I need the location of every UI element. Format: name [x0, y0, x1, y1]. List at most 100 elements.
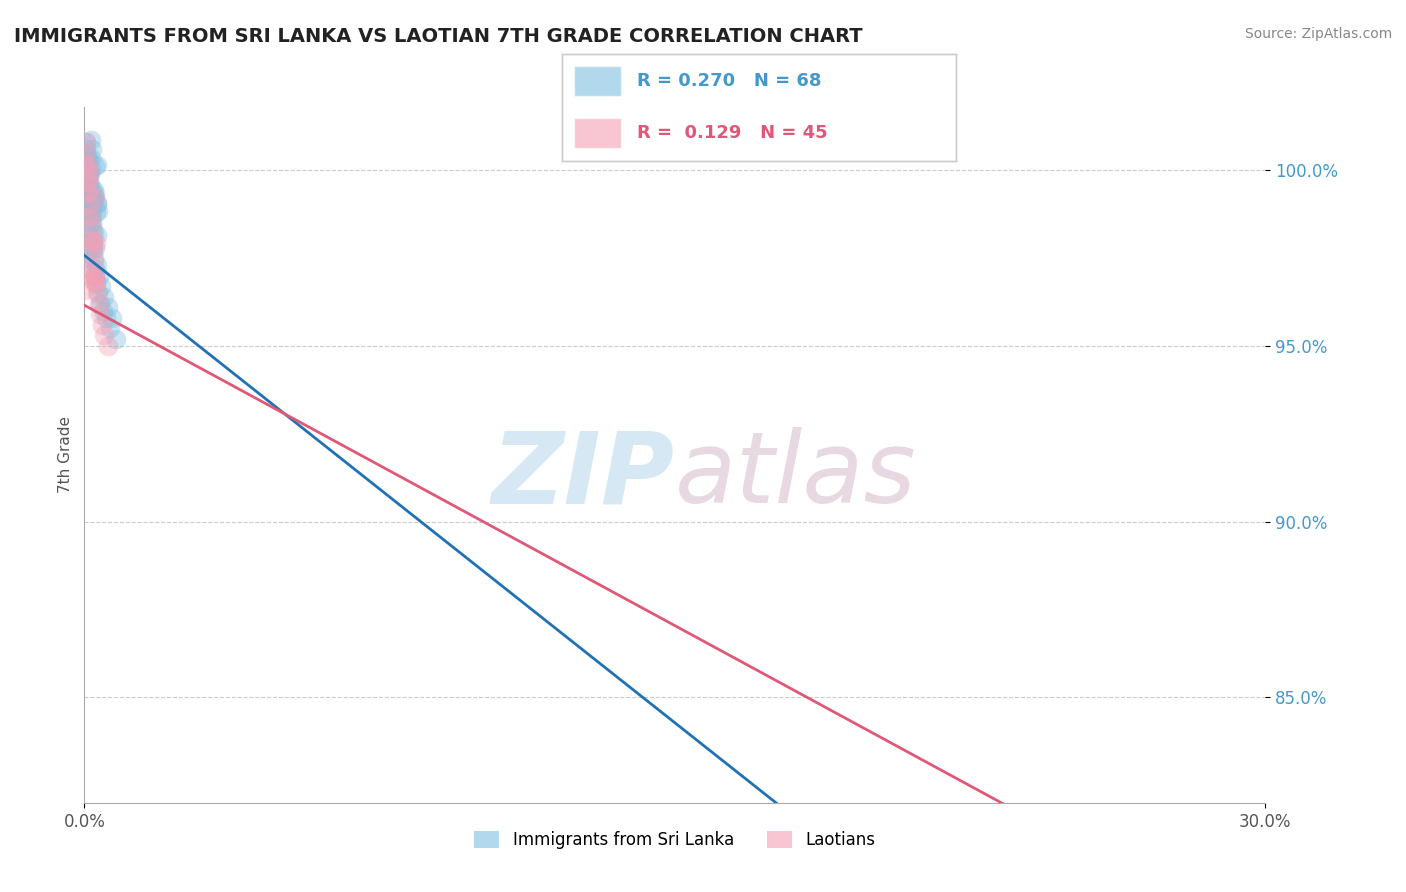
Point [77, 174, 100, 188]
Point [75, 145, 97, 160]
Point [79, 268, 101, 282]
Point [91, 318, 114, 332]
Point [87, 203, 110, 218]
Point [80, 161, 103, 175]
Point [73, 283, 96, 297]
Point [76, 186, 98, 201]
Point [79, 232, 101, 246]
Point [94, 310, 117, 325]
Point [80, 216, 103, 230]
Point [83, 251, 105, 265]
Point [76, 251, 98, 265]
Point [75, 142, 97, 156]
Text: atlas: atlas [675, 427, 917, 524]
Point [80, 209, 103, 223]
Point [83, 261, 105, 276]
Point [84, 187, 107, 202]
Point [80, 194, 103, 209]
Point [86, 258, 108, 272]
FancyBboxPatch shape [574, 118, 621, 148]
Point [98, 321, 121, 335]
Point [82, 234, 104, 248]
Point [91, 303, 114, 318]
Point [75, 156, 97, 170]
Point [84, 205, 107, 219]
Point [86, 286, 108, 301]
Point [83, 183, 105, 197]
Point [79, 261, 101, 276]
Text: Source: ZipAtlas.com: Source: ZipAtlas.com [1244, 27, 1392, 41]
Point [79, 202, 101, 217]
Point [83, 254, 105, 268]
Point [87, 297, 110, 311]
Point [104, 332, 127, 346]
Point [76, 149, 98, 163]
Point [77, 191, 100, 205]
Point [82, 234, 104, 248]
Point [82, 196, 104, 211]
Point [89, 268, 111, 283]
Point [83, 192, 105, 206]
Text: IMMIGRANTS FROM SRI LANKA VS LAOTIAN 7TH GRADE CORRELATION CHART: IMMIGRANTS FROM SRI LANKA VS LAOTIAN 7TH… [14, 27, 863, 45]
Point [75, 211, 97, 225]
Point [84, 235, 107, 250]
Point [76, 169, 98, 183]
Point [80, 239, 103, 253]
Point [101, 310, 124, 325]
Point [77, 163, 100, 178]
Point [89, 307, 111, 321]
Point [79, 185, 101, 199]
Point [83, 268, 105, 283]
Point [86, 195, 108, 210]
Point [79, 178, 101, 192]
Point [73, 157, 96, 171]
Point [89, 297, 111, 311]
Y-axis label: 7th Grade: 7th Grade [58, 417, 73, 493]
Point [76, 153, 98, 167]
Point [86, 158, 108, 172]
Point [82, 183, 104, 197]
Point [75, 173, 97, 187]
Point [83, 189, 105, 203]
Text: R = 0.270   N = 68: R = 0.270 N = 68 [637, 72, 821, 90]
Point [97, 339, 120, 353]
Legend: Immigrants from Sri Lanka, Laotians: Immigrants from Sri Lanka, Laotians [465, 822, 884, 857]
Text: ZIP: ZIP [492, 427, 675, 524]
Point [84, 268, 107, 283]
Point [80, 142, 103, 156]
Point [80, 215, 103, 229]
Point [86, 227, 108, 242]
Point [79, 167, 101, 181]
Point [83, 277, 105, 292]
Point [75, 135, 97, 149]
Point [79, 198, 101, 212]
Point [79, 166, 101, 180]
Point [76, 160, 98, 174]
Point [77, 191, 100, 205]
Point [84, 241, 107, 255]
Point [77, 170, 100, 185]
Point [86, 197, 108, 211]
Point [90, 279, 112, 293]
Point [82, 209, 104, 223]
Point [82, 244, 104, 259]
Point [84, 276, 107, 290]
Point [82, 236, 104, 251]
Point [75, 225, 97, 239]
Point [79, 166, 101, 180]
Point [97, 301, 120, 315]
Point [75, 145, 97, 160]
Point [93, 290, 115, 304]
Point [79, 187, 101, 202]
Point [82, 223, 104, 237]
Point [83, 159, 105, 173]
Point [76, 211, 98, 225]
Text: R =  0.129   N = 45: R = 0.129 N = 45 [637, 124, 828, 142]
Point [83, 227, 105, 241]
Point [76, 156, 98, 170]
Point [82, 273, 104, 287]
FancyBboxPatch shape [574, 66, 621, 96]
Point [84, 276, 107, 290]
Point [80, 151, 103, 165]
Point [80, 133, 103, 147]
